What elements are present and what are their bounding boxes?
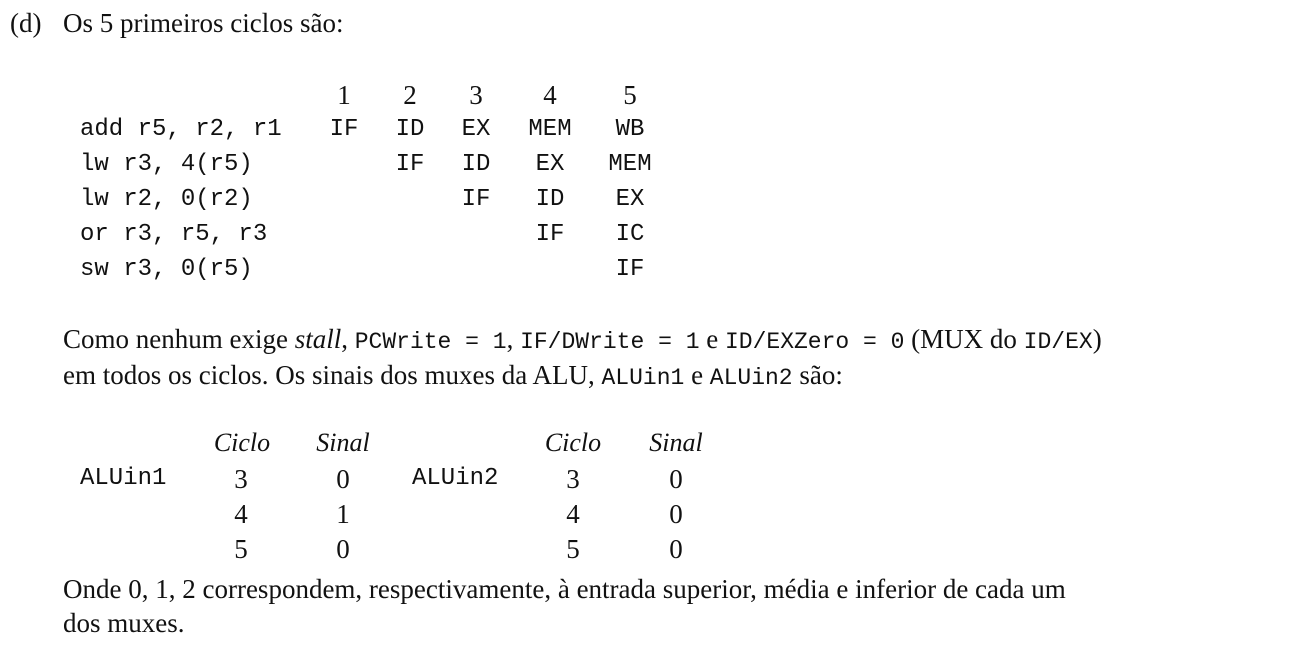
text: e <box>684 360 710 390</box>
ciclo-header: Ciclo <box>213 428 271 457</box>
text: e <box>699 324 725 354</box>
stage-cell: IF <box>395 151 425 178</box>
ciclo-value: 3 <box>234 464 248 494</box>
aluin1-label: ALUin1 <box>80 465 167 492</box>
sinal-value: 0 <box>669 464 683 494</box>
ciclo-value: 4 <box>234 499 248 529</box>
stage-cell: IC <box>615 221 645 248</box>
sinal-header: Sinal <box>649 428 703 457</box>
text: (MUX do <box>904 324 1024 354</box>
ifdwrite-signal: IF/DWrite = 1 <box>520 329 700 355</box>
sinal-value: 0 <box>669 534 683 564</box>
instruction: lw r3, 4(r5) <box>80 151 253 178</box>
stage-cell: ID <box>461 151 491 178</box>
stall-term: stall <box>294 324 342 354</box>
cycle-header-4: 4 <box>543 80 557 110</box>
stage-cell: ID <box>395 116 425 143</box>
paragraph-line-2: em todos os ciclos. Os sinais dos muxes … <box>63 362 843 390</box>
ciclo-value: 4 <box>566 499 580 529</box>
stage-cell: IF <box>461 186 491 213</box>
cycle-header-3: 3 <box>469 80 483 110</box>
stage-cell: EX <box>535 151 565 178</box>
text: ) <box>1092 324 1102 354</box>
ciclo-value: 3 <box>566 464 580 494</box>
item-label: (d) <box>10 8 42 38</box>
cycle-header-2: 2 <box>403 80 417 110</box>
ciclo-value: 5 <box>566 534 580 564</box>
text: são: <box>792 360 843 390</box>
stage-cell: EX <box>461 116 491 143</box>
paragraph-line-1: Como nenhum exige stall, PCWrite = 1, IF… <box>63 326 1102 354</box>
instruction: add r5, r2, r1 <box>80 116 282 143</box>
stage-cell: ID <box>535 186 565 213</box>
cycle-header-1: 1 <box>337 80 351 110</box>
text: , <box>341 324 355 354</box>
instruction: sw r3, 0(r5) <box>80 256 253 283</box>
stage-cell: MEM <box>608 151 652 178</box>
text: em todos os ciclos. Os sinais dos muxes … <box>63 360 602 390</box>
section-heading: (d) Os 5 primeiros ciclos são: <box>10 10 343 37</box>
sinal-value: 0 <box>669 499 683 529</box>
sinal-value: 0 <box>336 534 350 564</box>
stage-cell: MEM <box>528 116 572 143</box>
text: Como nenhum exige <box>63 324 295 354</box>
aluin2-signal: ALUin2 <box>709 365 793 391</box>
footer-line-1: Onde 0, 1, 2 correspondem, respectivamen… <box>63 574 1066 604</box>
stage-cell: IF <box>329 116 359 143</box>
idexzero-signal: ID/EXZero = 0 <box>724 329 905 355</box>
cycle-header-5: 5 <box>623 80 637 110</box>
text: , <box>506 324 521 354</box>
instruction: or r3, r5, r3 <box>80 221 268 248</box>
aluin1-signal: ALUin1 <box>601 365 685 391</box>
ciclo-header: Ciclo <box>544 428 602 457</box>
sinal-header: Sinal <box>316 428 370 457</box>
sinal-value: 0 <box>336 464 350 494</box>
stage-cell: EX <box>615 186 645 213</box>
heading-text: Os 5 primeiros ciclos são: <box>63 8 344 38</box>
idex-register: ID/EX <box>1023 329 1093 355</box>
pcwrite-signal: PCWrite = 1 <box>354 329 507 355</box>
stage-cell: IF <box>615 256 645 283</box>
sinal-value: 1 <box>336 499 350 529</box>
stage-cell: IF <box>535 221 565 248</box>
stage-cell: WB <box>615 116 645 143</box>
ciclo-value: 5 <box>234 534 248 564</box>
aluin2-label: ALUin2 <box>412 465 499 492</box>
footer-line-2: dos muxes. <box>63 608 185 638</box>
instruction: lw r2, 0(r2) <box>80 186 253 213</box>
